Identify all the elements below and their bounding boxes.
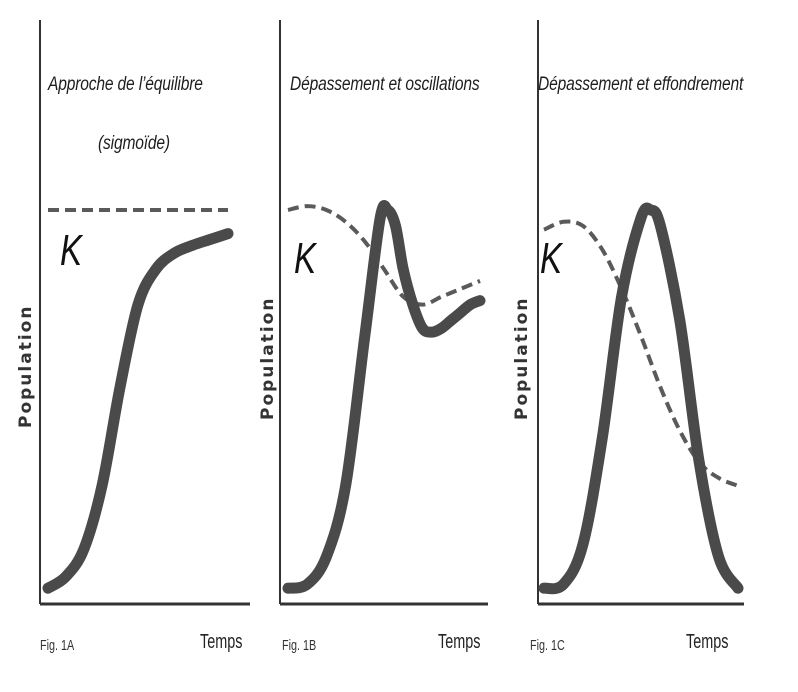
population-curve	[538, 202, 744, 595]
x-axis-label: Temps	[200, 631, 243, 653]
chart-title-line-2: (sigmoïde)	[98, 133, 170, 154]
chart-panel-1c: Dépassement et effondrement Population K…	[512, 0, 798, 692]
chart-title-line-1: Approche de l’équilibre	[48, 74, 203, 95]
chart-panel-1b: Dépassement et oscillations Population K…	[258, 0, 532, 692]
capacity-dashed-line	[287, 204, 481, 307]
capacity-dashed-line	[543, 219, 739, 488]
y-axis-label: Population	[512, 296, 532, 420]
figure-label: Fig. 1A	[40, 637, 75, 654]
capacity-label: K	[540, 234, 563, 283]
chart-svg-1a	[39, 20, 250, 606]
figure-label: Fig. 1C	[530, 637, 565, 654]
y-axis-label: Population	[16, 304, 36, 428]
population-curve	[42, 228, 234, 594]
population-curve	[282, 200, 486, 594]
y-axis-label: Population	[258, 296, 278, 420]
chart-svg-1b	[279, 20, 488, 606]
chart-svg-1c	[537, 20, 744, 606]
chart-title-line-1: Dépassement et oscillations	[290, 74, 480, 95]
x-axis-label: Temps	[686, 631, 729, 653]
chart-title-line-1: Dépassement et effondrement	[538, 74, 744, 95]
figure-label: Fig. 1B	[282, 637, 317, 654]
capacity-label: K	[60, 226, 83, 275]
capacity-label: K	[294, 234, 317, 283]
x-axis-label: Temps	[438, 631, 481, 653]
chart-panel-1a: Approche de l’équilibre (sigmoïde) Popul…	[0, 0, 266, 692]
